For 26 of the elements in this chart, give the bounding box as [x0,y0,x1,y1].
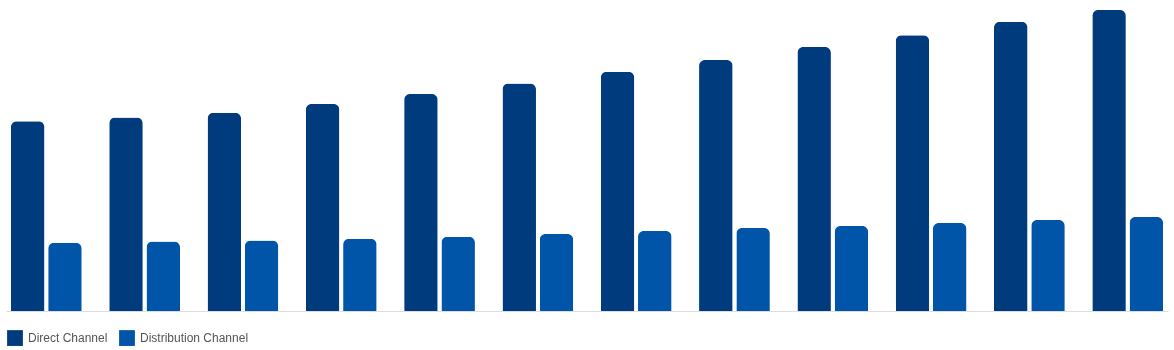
legend-label: Distribution Channel [140,331,249,346]
bar [48,242,82,311]
bar [146,241,181,311]
bar [244,240,279,311]
bar [10,121,45,311]
bar [343,238,377,311]
bar [895,35,930,311]
bar [638,230,672,311]
bar [1129,217,1164,311]
bar [932,223,967,311]
legend-label: Direct Channel [28,331,108,346]
bar [109,117,143,311]
bar [1092,10,1126,311]
bar [441,236,475,311]
bar [1031,220,1065,311]
bar [539,233,574,311]
bar [207,112,242,311]
bar [993,21,1028,311]
bar [797,47,831,311]
bar [736,227,770,311]
bar [600,71,635,311]
bar [502,83,536,311]
bar [404,93,438,311]
bar [834,226,869,311]
bar [305,103,340,311]
bar [699,59,733,311]
